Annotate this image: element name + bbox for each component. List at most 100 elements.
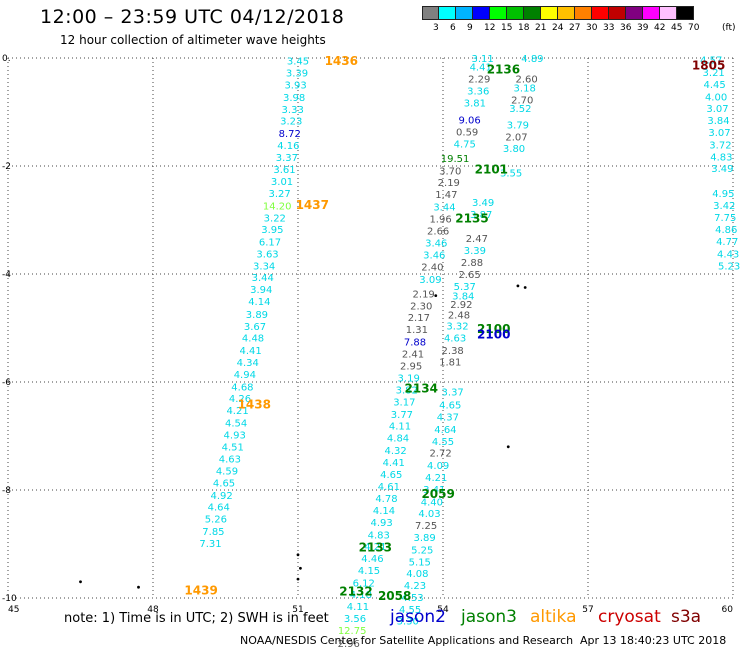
- swh-reading: 5.25: [411, 545, 433, 556]
- swh-reading: 4.48: [242, 334, 264, 345]
- lon-tick-label: 57: [582, 605, 593, 615]
- swh-reading: 19.51: [441, 154, 470, 165]
- swh-reading: 3.36: [467, 86, 489, 97]
- lon-tick-label: 48: [147, 605, 159, 615]
- swh-reading: 4.93: [224, 430, 246, 441]
- footer-credit: NOAA/NESDIS Center for Satellite Applica…: [240, 634, 574, 647]
- swh-reading: 4.11: [347, 602, 369, 613]
- pass-time-label: 2100: [477, 322, 510, 336]
- lat-tick-label: -6: [2, 378, 11, 388]
- swh-reading: 4.83: [368, 530, 390, 541]
- swh-reading: 4.16: [277, 141, 299, 152]
- swh-reading: 4.59: [216, 467, 238, 478]
- legend-altika: altika: [530, 607, 577, 627]
- swh-reading: 3.56: [344, 614, 366, 625]
- pass-time-label: 1436: [325, 54, 358, 68]
- swh-reading: 3.61: [273, 165, 295, 176]
- swh-reading: 2.29: [468, 75, 490, 86]
- swh-reading: 7.25: [415, 521, 437, 532]
- lat-tick-label: 0.: [2, 54, 11, 64]
- colorbar-swatch: [660, 6, 677, 20]
- swh-reading: 4.75: [454, 139, 476, 150]
- swh-reading: 4.65: [439, 401, 461, 412]
- swh-reading: 4.94: [234, 370, 256, 381]
- colorbar-tick-label: 27: [569, 23, 581, 33]
- colorbar-swatch: [592, 6, 609, 20]
- legend-s3a: s3a: [671, 607, 702, 627]
- swh-reading: 5.23: [718, 261, 740, 272]
- colorbar-tick-label: 9: [467, 23, 473, 33]
- swh-reading: 1.96: [429, 214, 451, 225]
- swh-reading: 3.98: [283, 93, 305, 104]
- swh-reading: 1.47: [435, 190, 457, 201]
- swh-reading: 4.03: [418, 509, 440, 520]
- swh-reading: 3.70: [439, 166, 461, 177]
- colorbar-tick-label: 36: [620, 23, 632, 33]
- swh-reading: 4.32: [385, 446, 407, 457]
- lon-tick-label: 60: [722, 605, 734, 615]
- colorbar-tick-label: 18: [518, 23, 530, 33]
- swh-reading: 4.86: [715, 225, 737, 236]
- colorbar-tick-label: 6: [450, 23, 456, 33]
- island-mark: [516, 284, 520, 288]
- island-mark: [137, 585, 140, 589]
- swh-reading: 3.34: [253, 261, 275, 272]
- swh-reading: 3.77: [391, 410, 413, 421]
- island-mark: [434, 294, 438, 297]
- colorbar-swatch: [422, 6, 439, 20]
- colorbar-tick-label: 42: [654, 23, 666, 33]
- swh-reading: 3.46: [425, 239, 447, 250]
- pass-time-label: 2058: [378, 589, 411, 603]
- swh-reading: 4.84: [387, 434, 409, 445]
- swh-reading: 3.44: [252, 273, 274, 284]
- colorbar-tick-label: 3: [433, 23, 439, 33]
- swh-reading: 3.22: [264, 213, 286, 224]
- swh-reading: 4.61: [378, 482, 400, 493]
- swh-reading: 4.63: [444, 334, 466, 345]
- swh-reading: 4.51: [222, 442, 244, 453]
- pass-time-label: 1439: [184, 583, 217, 597]
- swh-reading: 7.75: [714, 213, 736, 224]
- colorbar-tick-label: 24: [552, 23, 564, 33]
- colorbar-swatch: [439, 6, 456, 20]
- pass-time-label: 1438: [238, 398, 271, 412]
- swh-reading: 7.85: [202, 527, 224, 538]
- colorbar-swatch: [643, 6, 660, 20]
- colorbar-tick-label: 39: [637, 23, 649, 33]
- swh-reading: 3.37: [442, 388, 464, 399]
- pass-time-label: 2101: [475, 163, 508, 177]
- colorbar-swatch: [558, 6, 575, 20]
- swh-reading: 4.40: [421, 497, 443, 508]
- swh-reading: 3.89: [246, 310, 268, 321]
- legend-jason3: jason3: [461, 607, 517, 627]
- colorbar-swatch: [473, 6, 490, 20]
- pass-time-label: 2100: [477, 327, 510, 341]
- swh-reading: 2.17: [408, 313, 430, 324]
- swh-reading: 3.30: [397, 617, 419, 628]
- swh-reading: 3.07: [706, 104, 728, 115]
- swh-reading: 2.65: [458, 270, 480, 281]
- swh-reading: 3.79: [507, 120, 529, 131]
- island-mark: [523, 286, 527, 289]
- swh-reading: 4.45: [704, 80, 726, 91]
- colorbar-tick-label: 70: [688, 23, 700, 33]
- swh-reading: 4.83: [710, 152, 732, 163]
- swh-reading: 4.65: [380, 470, 402, 481]
- colorbar-tick-label: 12: [484, 23, 496, 33]
- island-mark: [506, 445, 510, 449]
- swh-reading: 4.21: [226, 406, 248, 417]
- island-mark: [79, 580, 82, 584]
- swh-reading: 4.78: [375, 494, 397, 505]
- lat-tick-label: -8: [2, 486, 11, 496]
- swh-reading: 2.30: [410, 301, 432, 312]
- swh-reading: 4.46: [361, 554, 383, 565]
- swh-reading: 2.95: [400, 361, 422, 372]
- swh-reading: 4.93: [370, 518, 392, 529]
- legend-cryosat: cryosat: [598, 607, 661, 627]
- swh-reading: 2.60: [515, 75, 537, 86]
- swh-reading: 4.95: [712, 189, 734, 200]
- swh-reading: 3.39: [464, 246, 486, 257]
- swh-reading: 14.20: [263, 201, 292, 212]
- swh-reading: 3.81: [464, 98, 486, 109]
